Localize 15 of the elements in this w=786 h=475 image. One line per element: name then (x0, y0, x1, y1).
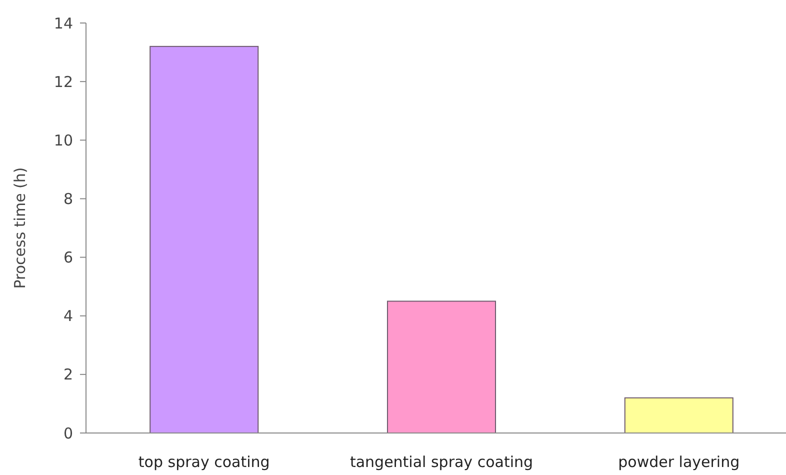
y-tick-label: 4 (63, 307, 73, 326)
y-tick-label: 10 (54, 131, 73, 150)
x-tick-label: tangential spray coating (350, 453, 534, 471)
y-tick-label: 6 (63, 248, 73, 267)
bar (150, 46, 259, 434)
bar (386, 300, 496, 434)
y-tick-label: 2 (63, 366, 73, 384)
x-tick-label: powder layering (618, 453, 740, 471)
y-tick-label: 12 (54, 72, 73, 91)
x-tick-label: top spray coating (138, 453, 270, 471)
y-tick-label: 8 (63, 190, 73, 208)
y-tick-label: 14 (54, 14, 73, 32)
y-tick-label: 0 (63, 424, 73, 442)
y-axis-title: Process time (h) (11, 167, 29, 289)
bar (624, 397, 734, 434)
